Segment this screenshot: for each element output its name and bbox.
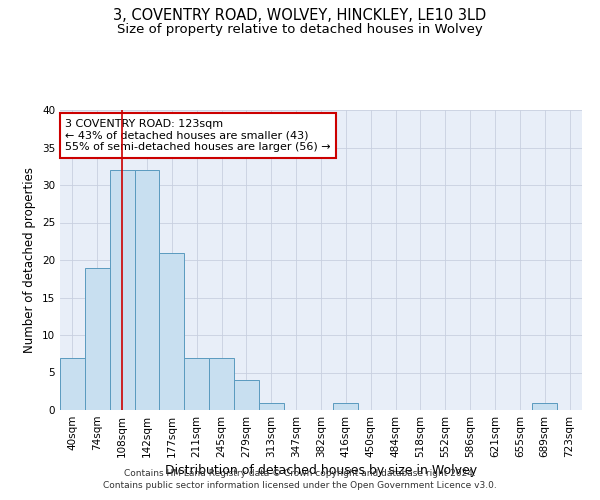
Bar [334,402,358,410]
Bar [234,380,259,410]
Text: Contains HM Land Registry data © Crown copyright and database right 2024.
Contai: Contains HM Land Registry data © Crown c… [103,468,497,490]
Bar [110,170,134,410]
Bar [60,358,85,410]
Bar [209,358,234,410]
Bar [184,358,209,410]
Bar [85,268,110,410]
Bar [134,170,160,410]
Bar [259,402,284,410]
Bar [160,252,184,410]
Text: Size of property relative to detached houses in Wolvey: Size of property relative to detached ho… [117,22,483,36]
Text: 3 COVENTRY ROAD: 123sqm
← 43% of detached houses are smaller (43)
55% of semi-de: 3 COVENTRY ROAD: 123sqm ← 43% of detache… [65,119,331,152]
Y-axis label: Number of detached properties: Number of detached properties [23,167,37,353]
X-axis label: Distribution of detached houses by size in Wolvey: Distribution of detached houses by size … [165,464,477,477]
Bar [532,402,557,410]
Text: 3, COVENTRY ROAD, WOLVEY, HINCKLEY, LE10 3LD: 3, COVENTRY ROAD, WOLVEY, HINCKLEY, LE10… [113,8,487,22]
